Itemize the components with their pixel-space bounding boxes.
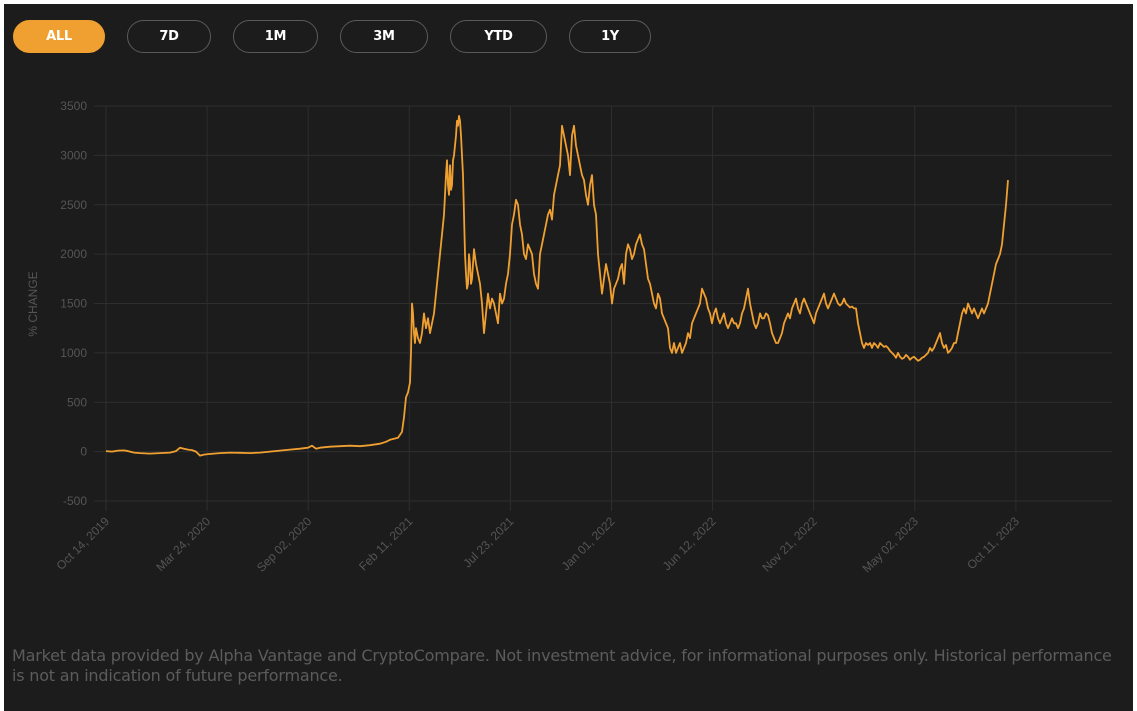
y-tick-label: 500 (67, 395, 87, 409)
x-tick-label: Mar 24, 2020 (153, 514, 213, 574)
range-button-all[interactable]: ALL (13, 20, 105, 53)
range-button-7d[interactable]: 7D (127, 20, 211, 53)
y-tick-label: -500 (63, 494, 87, 508)
y-tick-label: 1500 (60, 297, 87, 311)
series-line[interactable] (105, 115, 1009, 457)
range-button-1y[interactable]: 1Y (569, 20, 651, 53)
x-tick-label: Nov 21, 2022 (759, 514, 820, 575)
y-tick-label: 3500 (60, 99, 87, 113)
y-tick-label: 3000 (60, 148, 87, 162)
chart-grid (94, 105, 1112, 511)
x-tick-label: Jan 01, 2022 (559, 514, 618, 573)
x-tick-label: May 02, 2023 (860, 514, 922, 576)
line-chart: 3500 3000 2500 2000 1500 1000 500 0 -500 Oct 14,… (26, 99, 1112, 576)
range-button-3m[interactable]: 3M (340, 20, 428, 53)
y-axis-ticks: 3500 3000 2500 2000 1500 1000 500 0 -500 (60, 99, 87, 508)
disclaimer-text: Market data provided by Alpha Vantage an… (12, 646, 1112, 685)
x-tick-label: Feb 11, 2021 (356, 514, 416, 574)
x-tick-label: Jul 23, 2021 (460, 514, 516, 570)
range-selector: ALL 7D 1M 3M YTD 1Y (13, 20, 651, 55)
x-axis-ticks: Oct 14, 2019 Mar 24, 2020 Sep 02, 2020 Feb … (54, 514, 1023, 576)
x-tick-label: Jun 12, 2022 (660, 514, 719, 573)
y-tick-label: 2000 (60, 247, 87, 261)
y-tick-label: 0 (80, 445, 87, 459)
range-button-1m[interactable]: 1M (233, 20, 318, 53)
x-tick-label: Sep 02, 2020 (254, 514, 315, 575)
y-tick-label: 2500 (60, 198, 87, 212)
range-button-ytd[interactable]: YTD (450, 20, 547, 53)
x-tick-label: Oct 14, 2019 (54, 514, 113, 573)
y-tick-label: 1000 (60, 346, 87, 360)
y-axis-label: % CHANGE (26, 271, 40, 336)
x-tick-label: Oct 11, 2023 (964, 514, 1022, 572)
chart-panel (4, 4, 1133, 711)
